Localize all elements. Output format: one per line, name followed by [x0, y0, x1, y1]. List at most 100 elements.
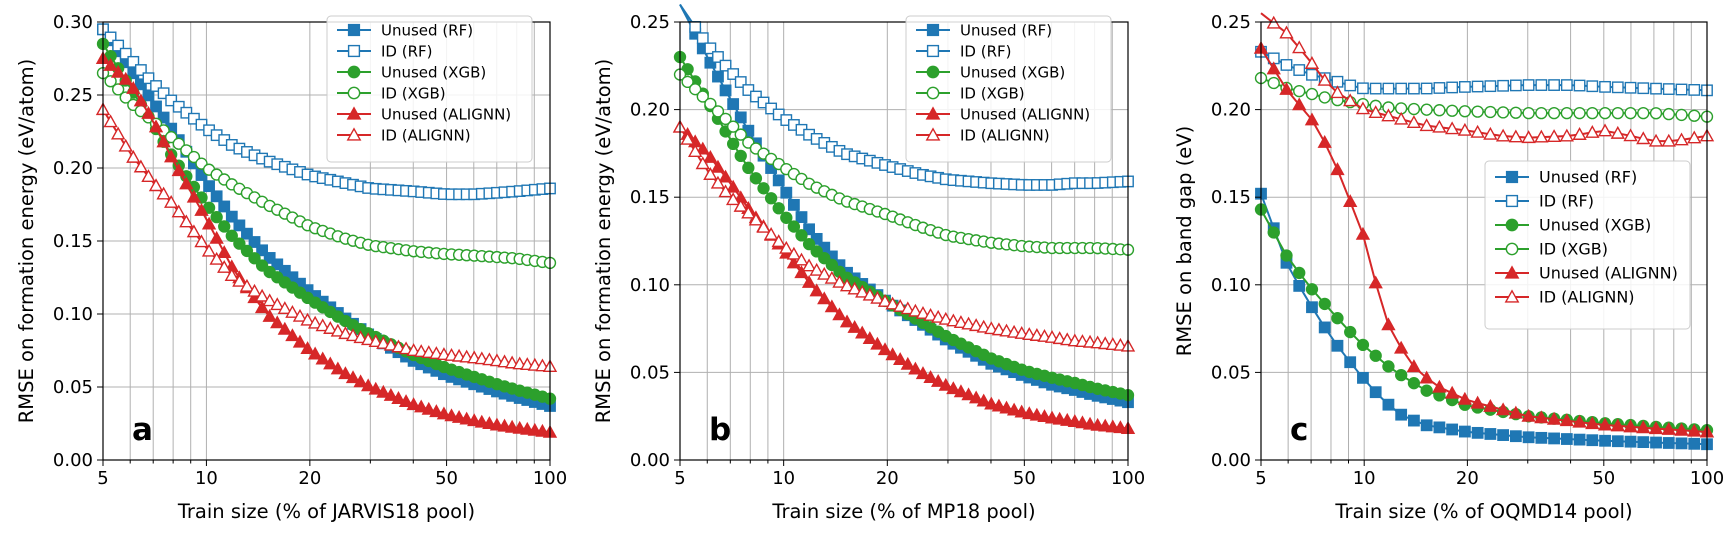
- data-point: [742, 84, 755, 96]
- legend-entry: ID (XGB): [337, 85, 446, 103]
- data-point: [225, 229, 238, 242]
- y-axis-label: RMSE on formation energy (eV/atom): [15, 59, 38, 424]
- data-point: [855, 284, 870, 298]
- data-point: [900, 301, 915, 315]
- data-point: [232, 273, 247, 287]
- data-point: [704, 42, 717, 55]
- data-point: [1014, 404, 1029, 418]
- data-point: [1599, 434, 1611, 447]
- x-tick-label: 100: [1690, 468, 1724, 489]
- legend-marker: [347, 65, 361, 79]
- data-point: [1573, 106, 1586, 120]
- data-point: [1560, 79, 1573, 91]
- data-point: [1317, 72, 1332, 86]
- legend-entry: Unused (XGB): [1495, 216, 1651, 235]
- x-tick-label: 10: [1353, 468, 1376, 489]
- data-point: [680, 131, 695, 145]
- data-point: [1331, 339, 1344, 352]
- data-point: [414, 399, 429, 413]
- data-point: [681, 75, 694, 89]
- legend-box: [905, 15, 1112, 163]
- legend-entry: ID (ALIGNN): [1495, 288, 1635, 307]
- data-point: [179, 176, 194, 190]
- data-point: [780, 186, 793, 199]
- data-point: [930, 309, 946, 323]
- x-tick-label: 100: [533, 468, 567, 489]
- data-point: [1381, 317, 1396, 331]
- data-point: [315, 318, 330, 332]
- data-point: [1585, 125, 1600, 138]
- data-point: [756, 219, 771, 233]
- data-point: [256, 244, 269, 257]
- legend-label: Unused (ALIGNN): [1539, 264, 1678, 283]
- data-point: [818, 252, 831, 265]
- data-point: [398, 341, 414, 355]
- data-point: [1572, 414, 1587, 428]
- data-point: [1293, 266, 1306, 280]
- x-tick-label: 100: [1111, 468, 1145, 489]
- y-axis-label: RMSE on band gap (eV): [1173, 126, 1196, 356]
- data-point: [877, 293, 893, 307]
- data-point: [1368, 275, 1383, 289]
- data-point: [1534, 410, 1549, 424]
- plot-frame: [1260, 21, 1708, 461]
- data-point: [376, 335, 391, 349]
- data-point: [1675, 83, 1688, 96]
- data-point: [406, 397, 421, 411]
- data-point: [391, 339, 406, 353]
- data-point: [1623, 419, 1638, 433]
- data-point: [1471, 80, 1484, 93]
- data-point: [1280, 249, 1293, 262]
- legend-marker: [346, 127, 362, 141]
- data-point: [1470, 395, 1485, 409]
- data-point: [1610, 418, 1625, 432]
- data-point: [1382, 82, 1395, 95]
- legend-entry: ID (RF): [337, 43, 433, 61]
- legend-marker: [1504, 289, 1520, 303]
- data-point: [1548, 79, 1560, 91]
- data-point: [201, 243, 217, 257]
- data-point: [953, 315, 969, 328]
- data-point: [474, 414, 489, 428]
- data-point: [1355, 226, 1371, 240]
- data-point: [718, 169, 733, 183]
- data-point: [1495, 128, 1511, 142]
- data-point: [1357, 371, 1369, 384]
- data-point: [771, 234, 786, 248]
- data-point: [111, 83, 125, 96]
- legend-marker: [1505, 218, 1519, 232]
- data-point: [1444, 385, 1460, 399]
- data-point: [1420, 82, 1433, 95]
- legend-marker: [347, 86, 361, 100]
- data-point: [786, 246, 802, 260]
- data-point: [1368, 105, 1383, 119]
- data-point: [1688, 437, 1701, 450]
- data-point: [1029, 407, 1045, 421]
- data-point: [825, 258, 839, 272]
- legend-label: Unused (RF): [381, 22, 473, 40]
- data-point: [794, 265, 809, 279]
- x-tick-label: 50: [1013, 468, 1036, 489]
- x-tick-label: 50: [1592, 468, 1615, 489]
- data-point: [780, 211, 793, 224]
- data-point: [134, 64, 147, 76]
- data-point: [712, 70, 724, 83]
- data-point: [133, 93, 149, 107]
- legend-box: [326, 15, 533, 163]
- data-point: [1394, 340, 1409, 354]
- data-point: [103, 57, 118, 71]
- data-point: [885, 296, 900, 310]
- data-point: [156, 134, 171, 148]
- data-point: [1637, 436, 1650, 449]
- data-point: [1675, 108, 1688, 122]
- data-point: [194, 203, 209, 216]
- data-point: [803, 223, 815, 236]
- data-point: [1661, 133, 1676, 147]
- data-point: [900, 356, 915, 370]
- y-tick-label: 0.20: [1211, 100, 1251, 121]
- data-point: [103, 114, 118, 128]
- data-point: [1343, 93, 1358, 107]
- data-point: [726, 137, 740, 151]
- data-point: [368, 381, 383, 395]
- data-point: [278, 264, 291, 277]
